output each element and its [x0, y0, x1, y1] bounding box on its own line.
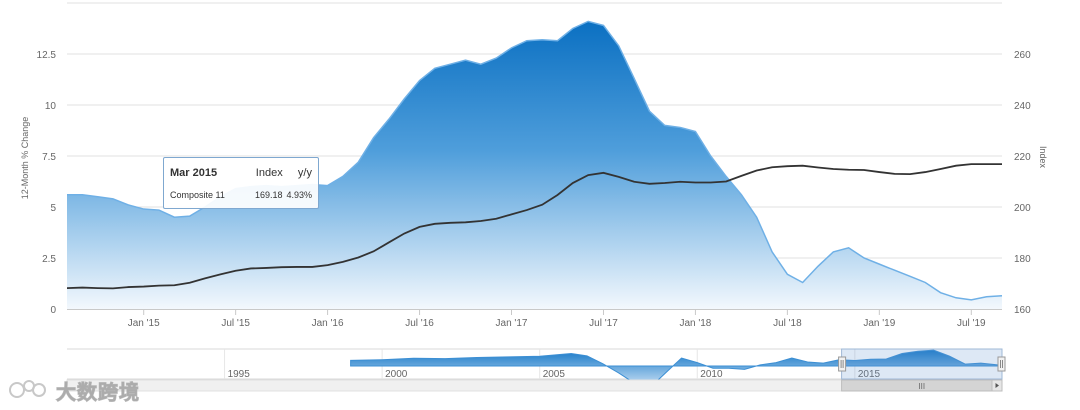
x-tick-label: Jul '17 — [589, 318, 618, 329]
right-axis-title: Index — [1038, 146, 1048, 169]
navigator-year-label: 2000 — [385, 369, 408, 380]
x-tick-label: Jan '19 — [863, 318, 895, 329]
x-tick-label: Jul '16 — [405, 318, 434, 329]
left-tick-label: 12.5 — [37, 50, 57, 61]
left-axis-title: 12-Month % Change — [20, 117, 30, 200]
navigator-series — [350, 349, 1003, 389]
right-tick-label: 260 — [1014, 50, 1031, 61]
tooltip-yy-value: 4.93% — [286, 190, 312, 200]
yoy-area-fill — [67, 21, 1002, 310]
watermark-text: 大数跨境 — [56, 379, 140, 404]
tooltip-index-value: 169.18 — [254, 190, 283, 200]
tooltip-col-index: Index — [255, 167, 283, 179]
right-tick-label: 220 — [1014, 152, 1031, 163]
navigator[interactable]: 1995 2000 2005 2010 2015 III — [66, 348, 1006, 392]
x-tick-label: Jan '17 — [496, 318, 528, 329]
index-line — [66, 163, 1002, 290]
right-axis: 160 180 200 220 240 260 — [1014, 50, 1031, 316]
x-axis: Jan '15 Jul '15 Jan '16 Jul '16 Jan '17 Jul '… — [67, 309, 1002, 329]
tooltip-col-yy: y/y — [297, 167, 312, 179]
tooltip-date: Mar 2015 — [170, 167, 218, 179]
right-tick-label: 240 — [1014, 101, 1031, 112]
navigator-left-handle[interactable] — [838, 356, 847, 372]
right-tick-label: 160 — [1014, 305, 1031, 316]
left-axis: 0 2.5 5 7.5 10 12.5 — [37, 50, 57, 316]
right-tick-label: 200 — [1014, 203, 1031, 214]
left-tick-label: 5 — [50, 203, 56, 214]
x-tick-label: Jul '19 — [957, 318, 986, 329]
watermark-logo-icon — [9, 380, 46, 398]
tooltip-series-name: Composite 11 — [170, 190, 225, 200]
x-tick-label: Jan '18 — [679, 318, 711, 329]
watermark: 大数跨境 — [8, 376, 140, 404]
navigator-right-handle[interactable] — [997, 356, 1006, 372]
left-tick-label: 7.5 — [42, 152, 56, 163]
left-tick-label: 0 — [50, 305, 56, 316]
navigator-year-label: 1995 — [228, 369, 251, 380]
left-tick-label: 2.5 — [42, 254, 56, 265]
x-tick-label: Jan '15 — [128, 318, 160, 329]
x-tick-label: Jan '16 — [312, 318, 344, 329]
left-tick-label: 10 — [45, 101, 57, 112]
navigator-year-label: 2005 — [543, 369, 566, 380]
right-tick-label: 180 — [1014, 254, 1031, 265]
navigator-year-label: 2015 — [858, 369, 881, 380]
navigator-selection[interactable] — [841, 348, 1003, 380]
navigator-year-label: 2010 — [700, 369, 723, 380]
scroll-right-arrow-icon — [995, 383, 999, 388]
x-tick-label: Jul '15 — [221, 318, 250, 329]
scrollbar-grip-label: III — [918, 382, 925, 391]
x-tick-label: Jul '18 — [773, 318, 802, 329]
tooltip: Mar 2015 Index y/y Composite 11 169.18 4… — [163, 157, 319, 209]
